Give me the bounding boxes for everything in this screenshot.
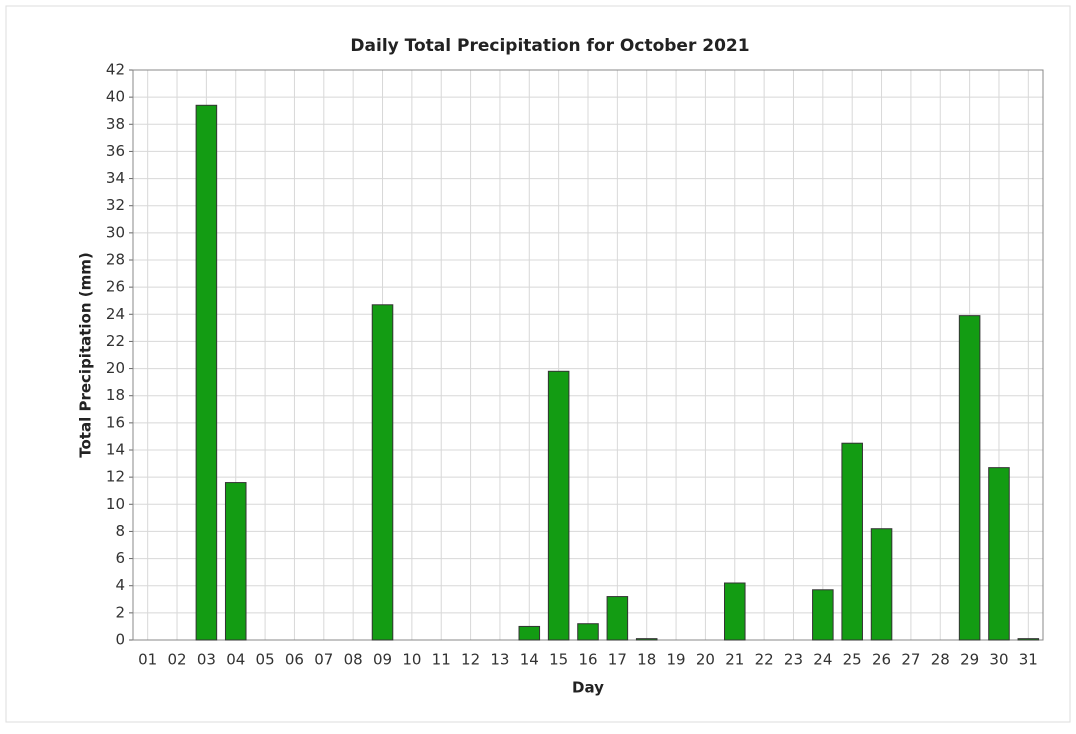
y-tick-label: 8 bbox=[115, 522, 125, 540]
y-tick-label: 20 bbox=[106, 359, 125, 377]
y-tick-label: 2 bbox=[115, 603, 125, 621]
chart-title: Daily Total Precipitation for October 20… bbox=[350, 36, 749, 56]
x-tick-label: 19 bbox=[667, 651, 686, 669]
x-tick-label: 05 bbox=[256, 651, 275, 669]
x-tick-label: 17 bbox=[608, 651, 627, 669]
x-tick-label: 23 bbox=[784, 651, 803, 669]
x-tick-label: 06 bbox=[285, 651, 304, 669]
y-tick-label: 28 bbox=[106, 251, 125, 269]
x-tick-label: 16 bbox=[578, 651, 597, 669]
x-tick-label: 03 bbox=[197, 651, 216, 669]
bar bbox=[1017, 638, 1040, 641]
x-tick-label: 29 bbox=[960, 651, 979, 669]
bar bbox=[812, 589, 834, 641]
x-tick-label: 28 bbox=[931, 651, 950, 669]
bar bbox=[518, 625, 541, 641]
y-tick-label: 36 bbox=[106, 142, 125, 160]
x-tick-label: 11 bbox=[432, 651, 451, 669]
x-tick-label: 10 bbox=[402, 651, 421, 669]
bar bbox=[635, 638, 658, 641]
bar bbox=[224, 482, 247, 641]
y-tick-label: 10 bbox=[106, 495, 125, 513]
x-tick-label: 18 bbox=[637, 651, 656, 669]
x-tick-label: 31 bbox=[1019, 651, 1038, 669]
x-axis-label: Day bbox=[572, 679, 604, 697]
y-tick-label: 16 bbox=[106, 413, 125, 431]
x-tick-label: 01 bbox=[138, 651, 157, 669]
x-tick-label: 22 bbox=[755, 651, 774, 669]
y-tick-label: 34 bbox=[106, 169, 125, 187]
x-tick-label: 07 bbox=[314, 651, 333, 669]
x-tick-label: 30 bbox=[989, 651, 1008, 669]
x-tick-label: 12 bbox=[461, 651, 480, 669]
bar bbox=[577, 623, 599, 641]
y-axis-label: Total Precipitation (mm) bbox=[77, 252, 95, 457]
x-tick-label: 25 bbox=[843, 651, 862, 669]
y-tick-label: 12 bbox=[106, 468, 125, 486]
bar bbox=[371, 304, 394, 641]
x-tick-label: 14 bbox=[520, 651, 539, 669]
bar bbox=[870, 528, 893, 641]
bar bbox=[195, 104, 218, 641]
x-tick-label: 20 bbox=[696, 651, 715, 669]
y-tick-label: 22 bbox=[106, 332, 125, 350]
bar bbox=[606, 596, 629, 641]
bar bbox=[841, 442, 863, 641]
y-tick-label: 6 bbox=[115, 549, 125, 567]
y-tick-label: 18 bbox=[106, 386, 125, 404]
y-tick-label: 14 bbox=[106, 441, 125, 459]
y-tick-label: 42 bbox=[106, 61, 125, 79]
y-tick-label: 40 bbox=[106, 88, 125, 106]
y-tick-label: 38 bbox=[106, 115, 125, 133]
bar bbox=[988, 467, 1010, 641]
bar bbox=[958, 315, 981, 641]
y-tick-label: 24 bbox=[106, 305, 125, 323]
y-tick-label: 4 bbox=[115, 576, 125, 594]
x-tick-label: 21 bbox=[725, 651, 744, 669]
x-tick-label: 27 bbox=[901, 651, 920, 669]
x-tick-label: 09 bbox=[373, 651, 392, 669]
bar bbox=[547, 370, 570, 641]
bar bbox=[724, 582, 746, 641]
x-tick-label: 04 bbox=[226, 651, 245, 669]
y-tick-label: 26 bbox=[106, 278, 125, 296]
y-tick-label: 0 bbox=[115, 631, 125, 649]
x-tick-label: 13 bbox=[490, 651, 509, 669]
x-tick-label: 24 bbox=[813, 651, 832, 669]
x-tick-label: 15 bbox=[549, 651, 568, 669]
y-tick-label: 30 bbox=[106, 223, 125, 241]
x-tick-label: 02 bbox=[167, 651, 186, 669]
y-tick-label: 32 bbox=[106, 196, 125, 214]
x-tick-label: 08 bbox=[344, 651, 363, 669]
x-tick-label: 26 bbox=[872, 651, 891, 669]
